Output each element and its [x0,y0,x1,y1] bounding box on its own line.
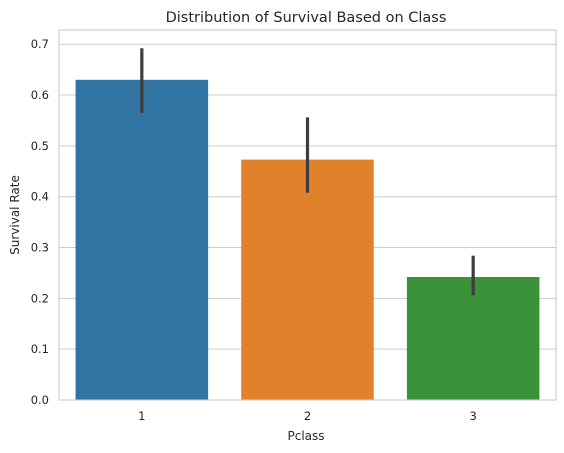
y-tick-label: 0.4 [31,190,49,204]
y-tick-label: 0.0 [31,393,49,407]
bars [75,79,540,401]
bar-pclass-2 [241,159,374,400]
plot-frame [58,29,557,401]
y-tick-labels: 0.0 0.1 0.2 0.3 0.4 0.5 0.6 0.7 [31,37,49,407]
error-bars [140,48,475,296]
y-tick-label: 0.3 [31,241,49,255]
y-axis-label: Survival Rate [8,175,22,255]
bar-pclass-1 [75,79,209,401]
x-tick-label: 1 [138,409,145,423]
x-tick-label: 2 [304,409,311,423]
x-axis-label: Pclass [287,429,324,443]
bar-pclass-3 [406,277,540,400]
x-tick-labels: 1 2 3 [138,409,477,423]
y-tick-label: 0.5 [31,139,49,153]
y-tick-label: 0.7 [31,37,49,51]
y-tick-label: 0.2 [31,291,49,305]
y-tick-label: 0.6 [31,88,49,102]
y-tick-label: 0.1 [31,342,49,356]
x-tick-label: 3 [470,409,477,423]
chart-title: Distribution of Survival Based on Class [166,10,447,26]
